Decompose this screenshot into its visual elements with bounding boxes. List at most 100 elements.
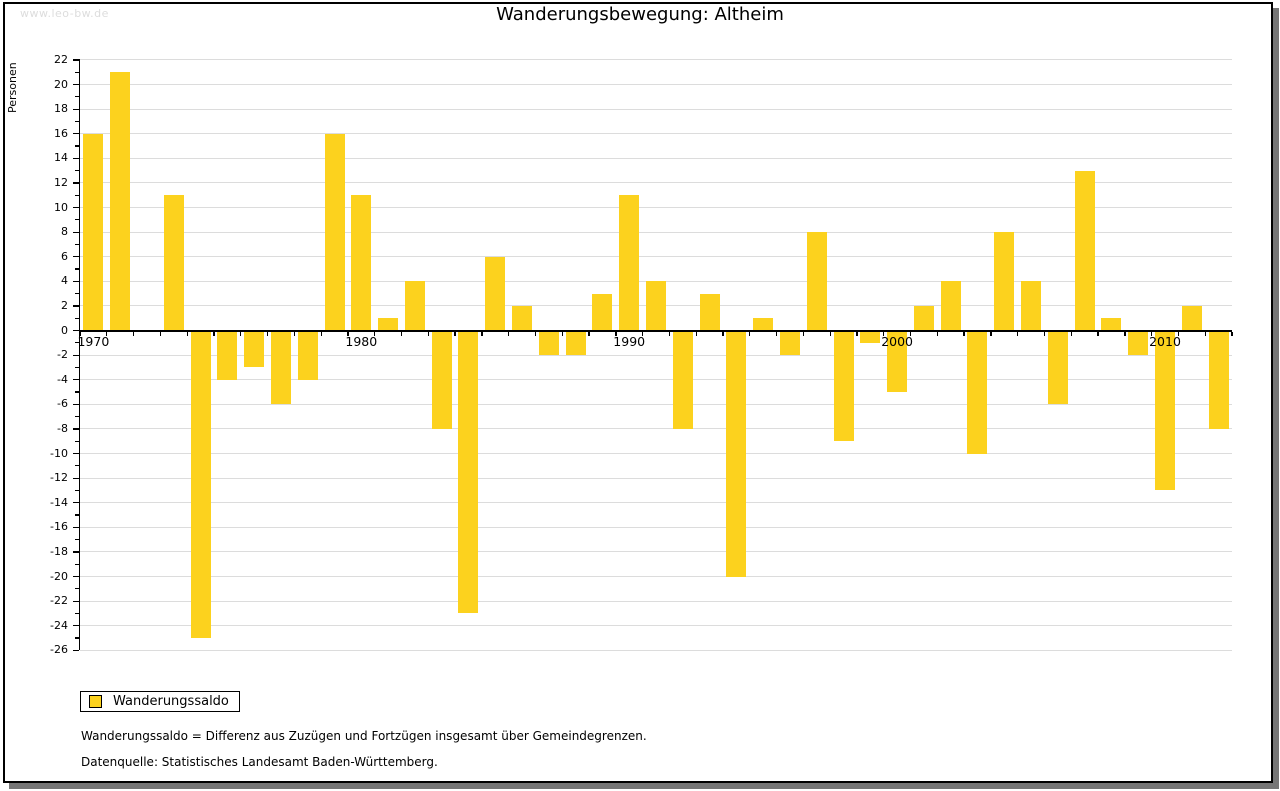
y-tick-12 [72,182,79,184]
y-tick-label-20: 20 [54,77,68,91]
x-tick-36 [1043,331,1046,336]
bar-1985 [485,256,506,331]
watermark: www.leo-bw.de [20,7,109,20]
x-axis-line [78,329,1232,332]
y-tick--15 [75,514,79,516]
gridline--20 [80,576,1232,577]
y-tick-label--22: -22 [50,594,68,608]
y-tick-22 [72,59,79,61]
x-tick-38 [1097,331,1099,336]
y-axis-line [78,58,80,651]
gridline--4 [80,379,1232,381]
bar-1988 [565,330,586,356]
bar-1970 [83,133,104,331]
bar-1976 [244,330,265,368]
gridline--8 [80,428,1232,430]
x-tick-34 [990,331,992,336]
x-tick-label-1990: 1990 [613,334,646,349]
gridline--18 [80,551,1232,553]
y-tick-label--14: -14 [50,495,68,509]
bar-2007 [1074,170,1095,331]
bar-1990 [619,195,640,331]
bar-1977 [270,330,291,405]
x-tick-25 [749,331,751,336]
y-tick-label--4: -4 [57,372,68,386]
y-tick-label--26: -26 [50,643,68,657]
y-tick-5 [75,268,79,270]
bar-2001 [913,305,934,331]
y-tick-0 [72,329,79,332]
x-tick-9 [320,331,322,336]
bar-1999 [860,330,881,343]
x-tick-label-2010: 2010 [1149,334,1181,349]
y-tick--14 [72,502,79,504]
y-tick-label-6: 6 [61,249,68,263]
y-tick-17 [75,120,79,123]
bar-1993 [699,293,720,331]
bar-2004 [994,232,1015,331]
y-tick-18 [72,108,79,110]
y-tick-label-4: 4 [61,274,68,288]
gridline-12 [80,182,1232,184]
y-tick-14 [72,157,79,159]
x-tick-42 [1204,331,1206,336]
y-tick-label-2: 2 [61,298,68,312]
x-tick-0 [79,331,81,336]
x-tick-label-1980: 1980 [345,334,378,349]
bar-1971 [110,72,131,331]
y-tick-6 [72,256,79,258]
x-tick-11 [374,331,376,336]
gridline--22 [80,600,1232,602]
y-tick--19 [75,563,79,565]
bar-1989 [592,293,613,331]
gridline--2 [80,354,1232,356]
bar-1986 [512,305,533,331]
gridline-10 [80,207,1232,208]
x-tick-17 [534,331,537,336]
gridline--14 [80,502,1232,504]
x-tick-19 [588,331,590,336]
gridline--24 [80,625,1232,627]
bar-2002 [940,281,961,331]
legend-label: Wanderungssaldo [113,694,229,709]
x-tick-7 [266,331,269,336]
x-tick-13 [427,331,429,336]
y-tick--22 [72,600,79,602]
gridline--6 [80,403,1232,405]
y-tick-21 [75,71,79,73]
y-tick--20 [72,575,79,578]
y-tick-9 [75,219,79,221]
y-tick--13 [75,489,79,492]
bar-1998 [833,330,854,442]
y-tick-label-8: 8 [61,225,68,239]
y-tick-2 [72,305,79,307]
y-tick--21 [75,588,79,590]
x-tick-label-2000: 2000 [881,334,914,349]
legend-swatch-icon [89,695,102,708]
bar-1997 [806,232,827,331]
y-tick-label-16: 16 [54,126,68,140]
bar-2010 [1155,330,1176,491]
bar-1975 [217,330,238,380]
x-tick-16 [508,331,510,336]
y-tick--10 [72,452,79,455]
y-tick--2 [72,354,79,356]
x-tick-24 [722,331,724,336]
y-tick--7 [75,416,79,418]
footnote-datasource: Datenquelle: Statistisches Landesamt Bad… [81,755,438,769]
x-tick-41 [1177,331,1180,336]
x-tick-27 [802,331,805,336]
y-tick-label-14: 14 [54,151,68,165]
x-tick-5 [213,331,215,336]
y-tick--24 [72,625,79,627]
gridline--10 [80,453,1232,454]
gridline-18 [80,108,1232,110]
y-tick--4 [72,379,79,381]
y-tick--23 [75,612,79,615]
x-tick-4 [186,331,188,336]
y-tick--9 [75,440,79,442]
y-tick-label--6: -6 [57,397,68,411]
gridline-6 [80,256,1232,258]
bar-1994 [726,330,747,577]
